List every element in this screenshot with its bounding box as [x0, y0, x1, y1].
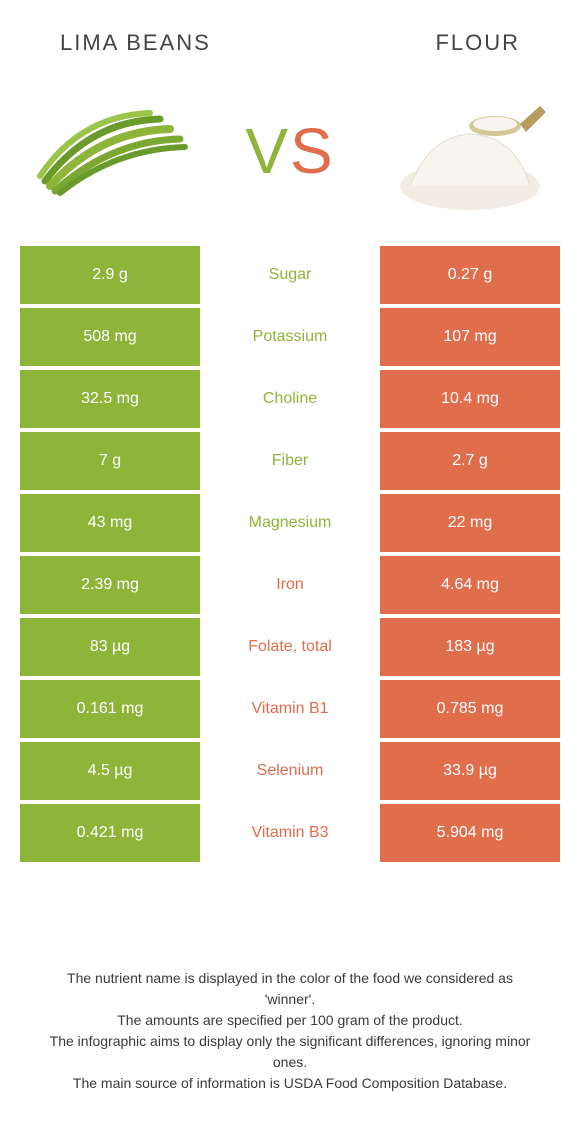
lima-beans-icon — [30, 101, 200, 201]
left-value: 2.9 g — [20, 246, 200, 304]
nutrient-label: Potassium — [200, 308, 380, 366]
left-value: 0.161 mg — [20, 680, 200, 738]
right-value: 107 mg — [380, 308, 560, 366]
left-value: 7 g — [20, 432, 200, 490]
right-value: 4.64 mg — [380, 556, 560, 614]
nutrient-label: Iron — [200, 556, 380, 614]
right-value: 0.27 g — [380, 246, 560, 304]
nutrient-row: 0.161 mgVitamin B10.785 mg — [20, 680, 560, 738]
flour-icon — [380, 86, 550, 216]
nutrient-row: 508 mgPotassium107 mg — [20, 308, 560, 366]
nutrient-label: Selenium — [200, 742, 380, 800]
nutrient-label: Vitamin B3 — [200, 804, 380, 862]
right-value: 0.785 mg — [380, 680, 560, 738]
left-value: 32.5 mg — [20, 370, 200, 428]
footer-line: The nutrient name is displayed in the co… — [40, 968, 540, 1010]
left-value: 2.39 mg — [20, 556, 200, 614]
nutrient-label: Vitamin B1 — [200, 680, 380, 738]
nutrient-label: Fiber — [200, 432, 380, 490]
nutrient-row: 2.9 gSugar0.27 g — [20, 246, 560, 304]
nutrient-table: 2.9 gSugar0.27 g508 mgPotassium107 mg32.… — [20, 246, 560, 862]
nutrient-label: Choline — [200, 370, 380, 428]
vs-v: V — [245, 115, 290, 187]
footer-line: The main source of information is USDA F… — [40, 1073, 540, 1094]
right-food-image — [380, 86, 550, 216]
nutrient-row: 2.39 mgIron4.64 mg — [20, 556, 560, 614]
nutrient-label: Magnesium — [200, 494, 380, 552]
left-value: 4.5 µg — [20, 742, 200, 800]
nutrient-row: 7 gFiber2.7 g — [20, 432, 560, 490]
right-food-title: Flour — [435, 30, 520, 56]
right-value: 22 mg — [380, 494, 560, 552]
vs-label: VS — [245, 114, 334, 188]
left-value: 0.421 mg — [20, 804, 200, 862]
right-value: 2.7 g — [380, 432, 560, 490]
footer-notes: The nutrient name is displayed in the co… — [0, 968, 580, 1094]
left-value: 83 µg — [20, 618, 200, 676]
left-value: 43 mg — [20, 494, 200, 552]
nutrient-row: 43 mgMagnesium22 mg — [20, 494, 560, 552]
left-food-image — [30, 86, 200, 216]
nutrient-label: Sugar — [200, 246, 380, 304]
nutrient-row: 0.421 mgVitamin B35.904 mg — [20, 804, 560, 862]
right-value: 183 µg — [380, 618, 560, 676]
left-food-title: Lima beans — [60, 30, 211, 56]
right-value: 10.4 mg — [380, 370, 560, 428]
nutrient-row: 83 µgFolate, total183 µg — [20, 618, 560, 676]
nutrient-label: Folate, total — [200, 618, 380, 676]
footer-line: The infographic aims to display only the… — [40, 1031, 540, 1073]
right-value: 33.9 µg — [380, 742, 560, 800]
footer-line: The amounts are specified per 100 gram o… — [40, 1010, 540, 1031]
right-value: 5.904 mg — [380, 804, 560, 862]
vs-s: S — [290, 115, 335, 187]
left-value: 508 mg — [20, 308, 200, 366]
nutrient-row: 32.5 mgCholine10.4 mg — [20, 370, 560, 428]
nutrient-row: 4.5 µgSelenium33.9 µg — [20, 742, 560, 800]
